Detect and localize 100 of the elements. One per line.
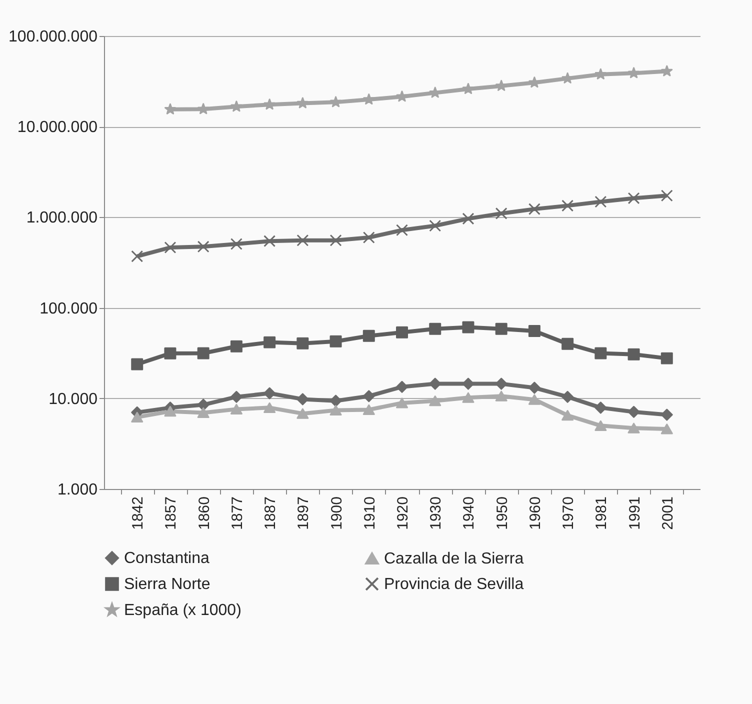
point [230,100,242,112]
x-tick-label: 1857 [162,496,180,530]
point [296,393,309,406]
point [462,321,474,334]
point [296,408,309,419]
point [296,97,308,108]
point [495,207,508,220]
point [429,220,442,232]
legend-label: Sierra Norte [124,576,210,593]
y-tick-label: 1.000 [57,482,98,498]
point [230,340,242,352]
point [429,396,442,406]
point [628,67,640,78]
point [660,424,673,434]
x-tick-label: 1860 [196,496,213,530]
point [528,203,540,216]
point [296,234,309,246]
point [628,192,640,204]
point [362,330,375,342]
point [396,398,408,408]
point [562,390,574,403]
point [264,387,276,400]
legend-label: Constantina [124,550,210,568]
point [462,392,474,403]
y-tick-label: 10.000 [48,390,98,408]
point [296,337,309,350]
point [362,404,375,416]
point [628,348,640,360]
x-tick-label: 1910 [361,496,378,530]
point [396,326,408,338]
point [594,347,607,360]
point [330,394,342,407]
x-tick-label: 1960 [526,496,544,530]
point [462,83,474,94]
point [594,68,606,80]
point [396,90,408,102]
point [164,406,176,417]
point [594,402,607,414]
point [495,378,508,390]
point [660,352,673,364]
point [198,103,210,114]
point [660,190,673,202]
point [363,94,375,105]
point [628,406,640,418]
x-tick-label: 1950 [494,496,511,530]
x-tick-label: 1920 [394,496,412,530]
point [528,394,540,405]
x-tick-label: 1940 [460,496,478,530]
point [594,196,607,208]
x-tick-label: 1897 [295,496,312,530]
point [264,235,276,248]
x-tick-label: 1900 [328,496,346,530]
point [330,96,342,108]
point [462,378,474,390]
point [164,347,176,360]
x-tick-label: 1991 [626,496,644,530]
point [264,402,276,413]
point [661,65,673,76]
x-tick-label: 1981 [593,496,610,530]
x-tick-label: 1842 [130,496,147,530]
point [660,408,673,421]
x-tick-label: 1930 [428,496,445,530]
point [396,380,408,393]
point [131,250,144,262]
x-tick-label: 1970 [560,496,578,530]
point [429,322,442,335]
point [131,358,144,370]
point [197,398,210,411]
point [495,322,508,335]
point [628,422,640,434]
y-tick-label: 100.000.000 [8,28,98,46]
legend-label: España (x 1000) [124,602,242,619]
point [330,234,342,246]
point [230,238,242,250]
legend-label: Provincia de Sevilla [384,576,524,593]
point [197,407,210,418]
point [495,390,508,402]
point [264,98,276,110]
point [528,324,540,337]
x-tick-label: 1887 [262,496,280,530]
point [264,336,276,348]
point [131,412,144,422]
point [164,242,176,254]
point [197,347,210,360]
x-tick-label: 2001 [659,496,676,530]
point [230,390,242,403]
point [562,338,574,350]
point [330,335,342,348]
x-tick-label: 1877 [228,496,246,530]
point [562,200,574,212]
point [396,224,408,236]
point [330,404,342,416]
point [562,410,574,421]
point [528,382,540,394]
point [164,103,176,114]
point [230,404,242,414]
y-tick-label: 1.000.000 [26,210,98,227]
point [197,240,210,253]
y-tick-label: 10.000.000 [17,119,98,136]
legend-label: Cazalla de la Sierra [384,550,524,568]
